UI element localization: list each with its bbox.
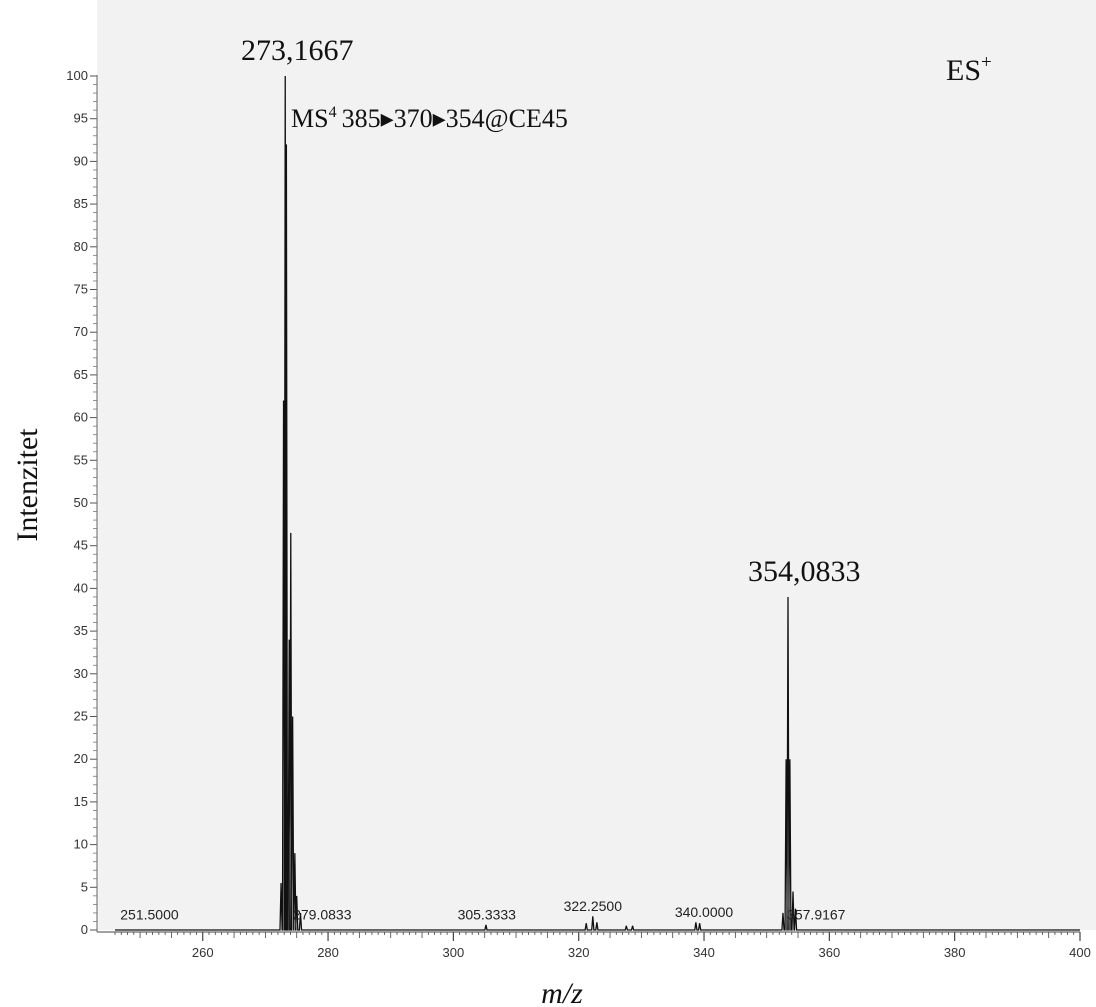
x-tick-label: 360 (818, 945, 840, 960)
plot-area (97, 0, 1096, 930)
y-tick-label: 50 (74, 495, 88, 510)
x-tick-label: 320 (568, 945, 590, 960)
ms-stage-label: MS4 385▸370▸354@CE45 (291, 104, 568, 133)
y-tick-label: 70 (74, 324, 88, 339)
y-tick-label: 35 (74, 623, 88, 638)
y-tick-label: 25 (74, 709, 88, 724)
major-peak-label: 354,0833 (748, 555, 861, 588)
minor-peak-label: 251.5000 (120, 907, 179, 923)
ionization-superscript: + (981, 52, 992, 73)
y-axis-ticks: 0 5 10 15 20 25 30 35 40 45 50 55 60 65 70 75 80 85 90 95 10… (66, 68, 97, 937)
x-tick-label: 260 (192, 945, 214, 960)
y-tick-label: 30 (74, 666, 88, 681)
major-peak-label: 273,1667 (241, 34, 354, 67)
ms-stage-transition: 385▸370▸354@CE45 (342, 104, 568, 133)
minor-peak-label: 279.0833 (293, 907, 352, 923)
minor-peak-labels: 251.5000 279.0833 305.3333 322.2500 340.0000… (120, 898, 845, 923)
minor-peak-label: 322.2500 (564, 898, 623, 914)
y-tick-label: 5 (81, 879, 88, 894)
major-peak-labels: 273,1667 354,0833 (241, 34, 861, 588)
ionization-base: ES (946, 54, 981, 87)
y-tick-label: 85 (74, 196, 88, 211)
x-tick-label: 340 (693, 945, 715, 960)
spectrum-trace (115, 75, 1080, 931)
y-tick-label: 90 (74, 153, 88, 168)
y-tick-label: 10 (74, 837, 88, 852)
ionization-mode-label: ES+ (946, 52, 992, 87)
minor-peak-label: 357.9167 (787, 907, 846, 923)
y-tick-label: 15 (74, 794, 88, 809)
x-tick-label: 400 (1069, 945, 1091, 960)
x-axis-ticks: 260 280 300 320 340 360 380 400 (114, 932, 1091, 960)
minor-peak-label: 340.0000 (675, 904, 734, 920)
y-axis-title: Intenzitet (11, 428, 44, 542)
x-tick-label: 380 (944, 945, 966, 960)
y-tick-label: 60 (74, 410, 88, 425)
y-tick-label: 95 (74, 111, 88, 126)
y-tick-label: 100 (66, 68, 88, 83)
y-tick-label: 0 (81, 922, 88, 937)
minor-peak-label: 305.3333 (458, 907, 517, 923)
y-tick-label: 40 (74, 580, 88, 595)
ms-stage-superscript: 4 (329, 104, 337, 121)
y-tick-label: 20 (74, 751, 88, 766)
ms-stage-prefix: MS (291, 104, 329, 133)
y-tick-label: 55 (74, 452, 88, 467)
x-tick-label: 300 (443, 945, 465, 960)
y-tick-label: 75 (74, 282, 88, 297)
y-tick-label: 80 (74, 239, 88, 254)
y-tick-label: 45 (74, 538, 88, 553)
x-axis-title: m/z (541, 977, 583, 1007)
y-tick-label: 65 (74, 367, 88, 382)
x-tick-label: 280 (317, 945, 339, 960)
